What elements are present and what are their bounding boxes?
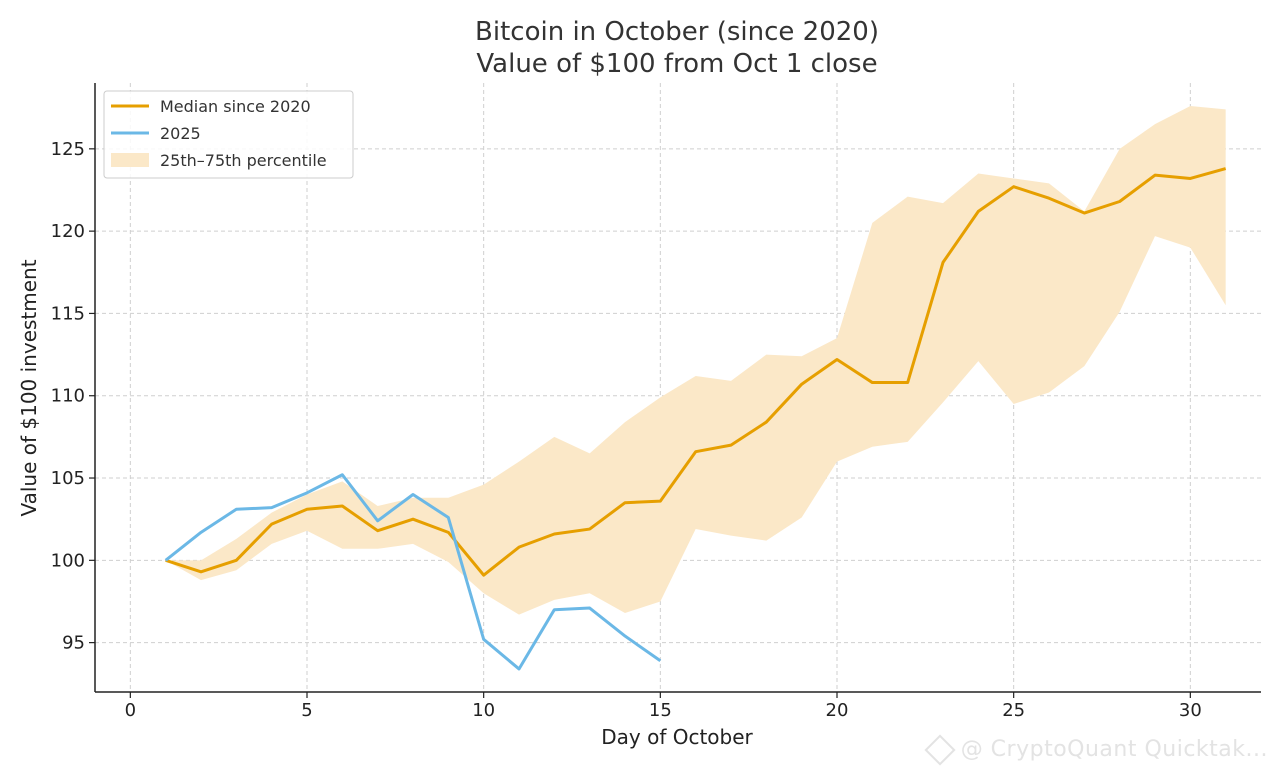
y-tick-label: 125 [51,139,85,160]
legend-median-label: Median since 2020 [160,97,311,116]
axes [94,83,1261,693]
y-tick-label: 105 [51,468,85,489]
chart-title: Bitcoin in October (since 2020) [475,17,879,47]
cryptoquant-logo-icon [924,734,956,766]
y-tick-label: 110 [51,386,85,407]
x-tick-label: 0 [125,700,136,721]
y-axis-label: Value of $100 investment [17,259,41,516]
median-line [165,167,1227,577]
legend-band-label: 25th–75th percentile [160,151,327,170]
x-tick-label: 20 [826,700,849,721]
x-axis-label: Day of October [601,725,753,749]
x-tick-label: 30 [1179,700,1202,721]
tick-labels: 0 5 10 15 20 25 30 95 100 105 110 115 120 125 [51,139,1202,721]
x-tick-label: 10 [472,700,495,721]
y-tick-label: 115 [51,303,85,324]
x-tick-label: 25 [1002,700,1025,721]
x-tick-label: 5 [301,700,312,721]
percentile-band-layer [165,106,1226,615]
x-tick-label: 15 [649,700,672,721]
chart-subtitle: Value of $100 from Oct 1 close [476,49,877,79]
y-tick-label: 95 [62,633,85,654]
line-2025 [164,473,662,671]
legend: Median since 2020 2025 25th–75th percentil… [103,90,354,179]
y-tick-label: 100 [51,550,85,571]
percentile-band [165,106,1226,615]
legend-band-swatch [111,153,149,167]
y-tick-label: 120 [51,221,85,242]
watermark-text: @ CryptoQuant Quicktak... [960,737,1268,762]
legend-box [103,90,354,179]
series-lines-layer [164,167,1227,671]
watermark: @ CryptoQuant Quicktak... [924,734,1268,766]
legend-2025-label: 2025 [160,124,201,143]
